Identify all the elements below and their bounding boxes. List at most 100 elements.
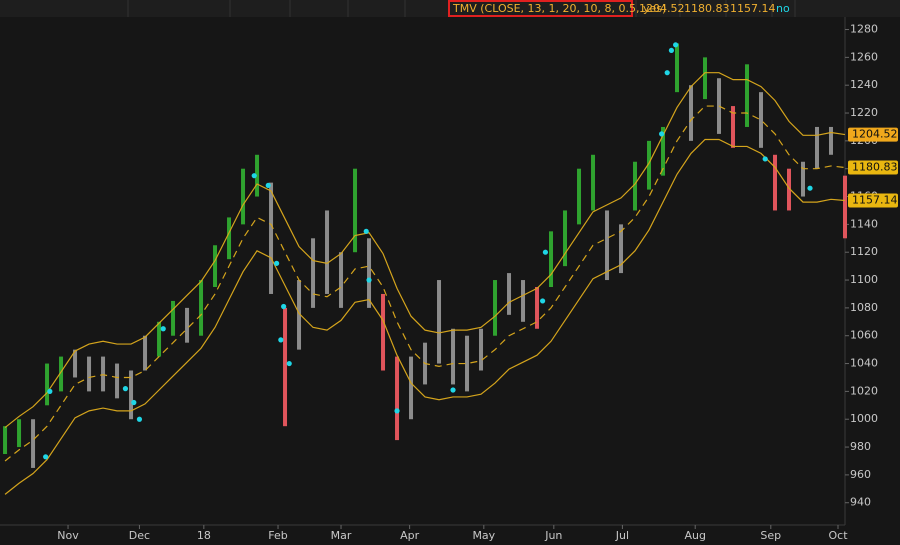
x-tick-label: Jul — [615, 529, 629, 542]
price-bar — [17, 419, 22, 448]
price-bar — [241, 168, 246, 225]
price-bar — [605, 210, 610, 281]
price-bar — [129, 370, 134, 420]
y-tick-label: 1020 — [850, 384, 878, 397]
x-tick-label: Sep — [760, 529, 781, 542]
price-bar — [101, 356, 106, 392]
price-bar — [31, 419, 36, 468]
y-tick-label: 940 — [850, 496, 871, 509]
signal-dot — [160, 326, 166, 332]
price-bar — [45, 363, 50, 406]
signal-dot — [363, 228, 369, 234]
price-bar — [759, 92, 764, 148]
signal-dot — [664, 70, 670, 76]
y-tick-label: 1000 — [850, 412, 878, 425]
y-tick-label: 1120 — [850, 245, 878, 258]
signal-dot — [251, 173, 257, 179]
price-bar — [73, 349, 78, 378]
price-bar — [185, 307, 190, 343]
y-tick-label: 1280 — [850, 23, 878, 36]
price-bar — [367, 238, 372, 308]
signal-dot — [131, 399, 137, 406]
y-tick-label: 1260 — [850, 50, 878, 63]
price-bar — [297, 280, 302, 350]
header-flag: no — [776, 2, 790, 15]
y-tick-label: 1220 — [850, 106, 878, 119]
signal-dot — [47, 388, 53, 394]
signal-dot — [366, 277, 372, 283]
price-bar — [829, 126, 834, 155]
price-bar — [311, 238, 316, 308]
price-bar — [199, 280, 204, 336]
price-bar — [815, 126, 820, 169]
x-tick-label: Dec — [129, 529, 150, 542]
signal-dot — [807, 185, 813, 191]
price-bar — [143, 335, 148, 371]
price-bar — [269, 182, 274, 294]
price-bar — [325, 210, 330, 294]
price-tag-label: 1204.52 — [852, 128, 898, 141]
price-bar — [409, 356, 414, 420]
price-bar — [437, 280, 442, 364]
signal-dot — [394, 408, 400, 414]
y-tick-label: 1060 — [850, 329, 878, 342]
price-tag — [848, 127, 898, 142]
price-bar — [675, 43, 680, 93]
signal-dot — [274, 260, 280, 266]
price-bar — [549, 231, 554, 288]
price-bar — [465, 335, 470, 392]
header-value: 1204.52 — [639, 2, 685, 15]
price-bar — [353, 168, 358, 253]
price-bar — [787, 168, 792, 211]
y-tick-label: 1080 — [850, 301, 878, 314]
price-bar — [381, 293, 386, 371]
header-value: 1157.14 — [730, 2, 776, 15]
price-bar — [87, 356, 92, 392]
price-bar — [3, 426, 8, 455]
price-bar — [171, 300, 176, 336]
signal-dot — [43, 454, 49, 460]
signal-dot — [668, 47, 675, 54]
price-bar — [577, 168, 582, 225]
price-tag — [848, 160, 898, 175]
signal-dot — [265, 182, 271, 189]
x-tick-label: May — [472, 529, 495, 542]
signal-dot — [281, 303, 287, 310]
price-bar — [115, 363, 120, 399]
price-bar — [493, 280, 498, 336]
x-tick-label: Aug — [684, 529, 705, 542]
y-tick-label: 1100 — [850, 273, 878, 286]
signal-dot — [673, 42, 679, 48]
x-tick-label: Apr — [400, 529, 420, 542]
price-bar — [843, 175, 847, 239]
y-tick-label: 1240 — [850, 78, 878, 91]
price-bar — [283, 307, 288, 427]
price-bar — [59, 356, 64, 392]
price-bar — [395, 356, 400, 441]
price-bar — [535, 287, 540, 329]
signal-dot — [286, 360, 292, 367]
price-bar — [479, 328, 484, 371]
price-bar — [507, 273, 512, 315]
price-bar — [801, 161, 806, 197]
signal-dot — [122, 386, 129, 392]
header-value: 1180.83 — [684, 2, 730, 15]
y-tick-label: 1040 — [850, 357, 878, 370]
price-bar — [563, 210, 568, 267]
price-bar — [661, 126, 666, 176]
price-bar — [731, 106, 736, 148]
price-tag — [848, 193, 898, 208]
price-bar — [689, 85, 694, 141]
price-tag-label: 1157.14 — [852, 194, 898, 207]
y-tick-label: 980 — [850, 440, 871, 453]
band-lower — [4, 138, 846, 495]
signal-dot — [278, 337, 284, 343]
signal-dot — [136, 416, 143, 422]
x-tick-label: Mar — [331, 529, 352, 542]
signal-dot — [542, 249, 549, 255]
price-bar — [213, 245, 218, 288]
price-bar — [227, 217, 232, 260]
signal-dot — [762, 156, 768, 162]
